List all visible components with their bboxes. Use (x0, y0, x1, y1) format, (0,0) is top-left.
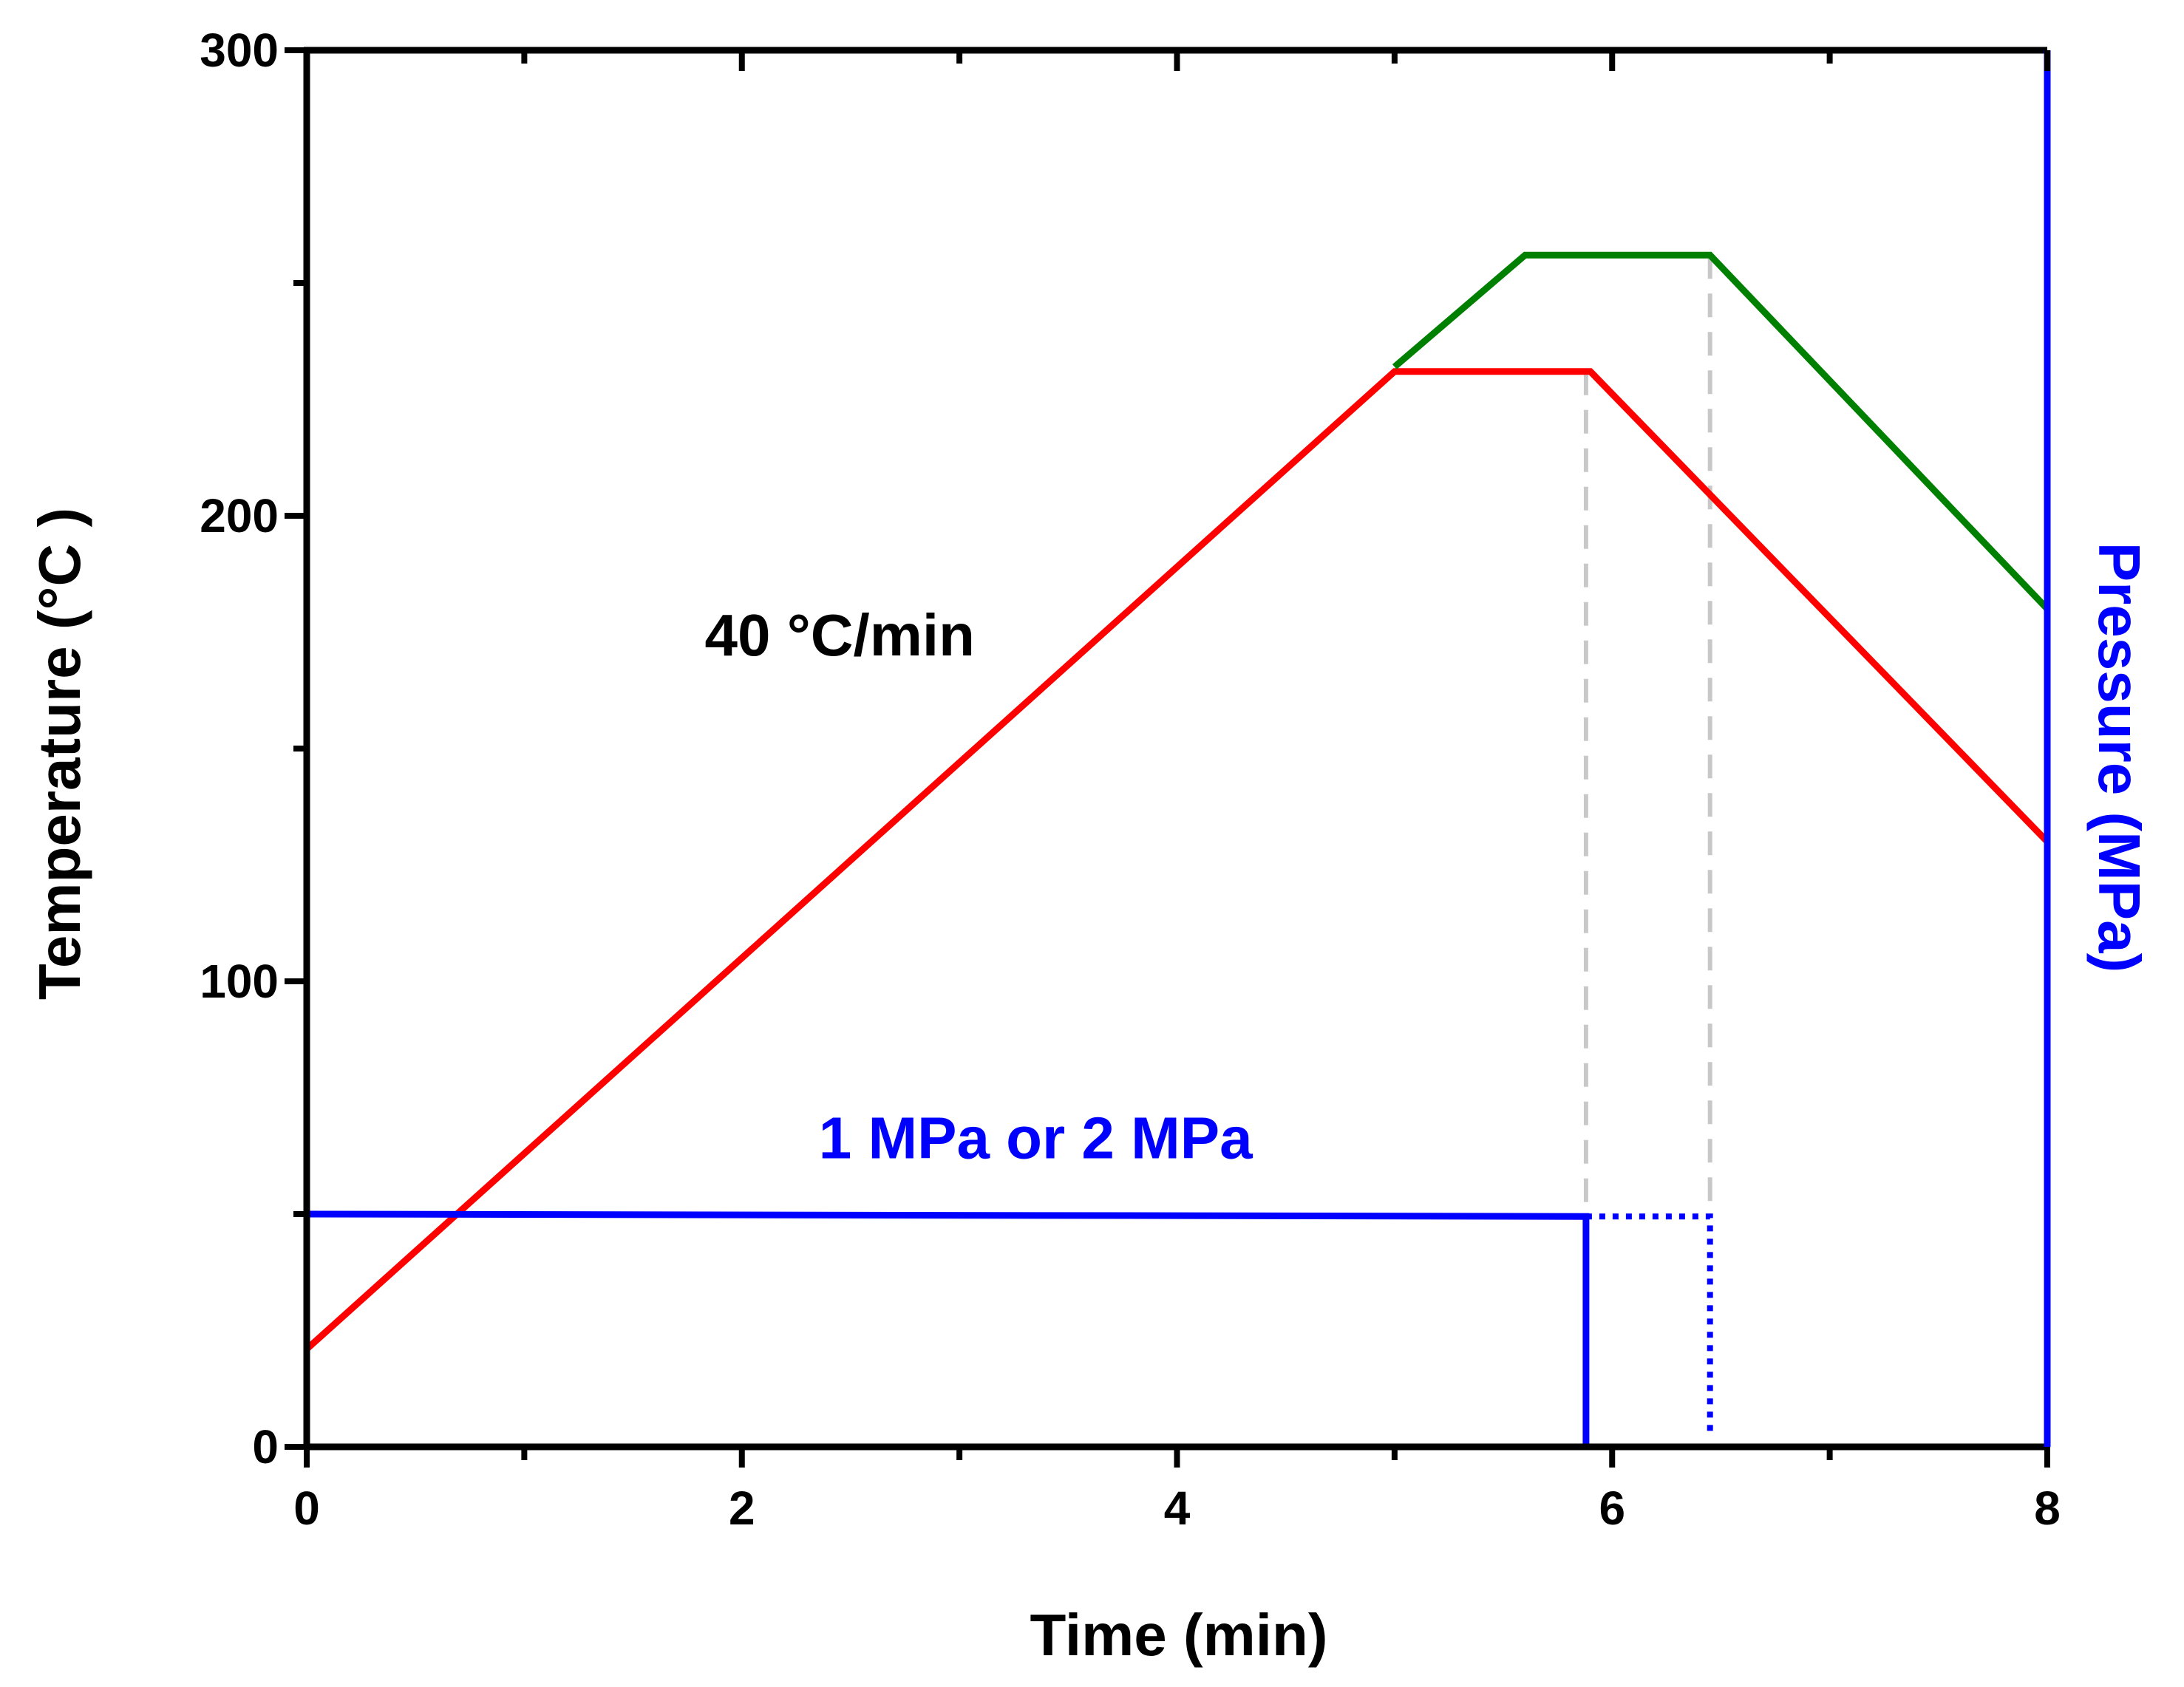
series-temperature-profile-green (1392, 251, 2050, 612)
y-axis-title: Temperature (°C ) (27, 508, 92, 1000)
ticks (285, 47, 2050, 1468)
y-tick-label: 200 (200, 489, 279, 542)
series-pressure-dotted (1585, 1213, 1713, 1434)
series-layer (304, 251, 2050, 1447)
axes (303, 47, 2051, 1451)
y-tick-label: 100 (200, 955, 279, 1008)
heating-rate-annotation: 40 °C/min (705, 602, 975, 668)
guide-lines (1583, 255, 1712, 1214)
series-pressure-solid (306, 1210, 1590, 1447)
x-tick-label: 4 (1164, 1482, 1191, 1535)
tick-labels: 0 2 4 6 8 0 100 200 300 (200, 24, 2061, 1535)
x-tick-label: 6 (1599, 1482, 1625, 1535)
x-tick-label: 8 (2034, 1482, 2061, 1535)
y-tick-label: 0 (252, 1420, 279, 1473)
pressure-annotation: 1 MPa or 2 MPa (819, 1105, 1253, 1170)
x-tick-label: 2 (729, 1482, 755, 1535)
x-axis-title: Time (min) (1030, 1602, 1327, 1668)
y-tick-label: 300 (200, 24, 279, 77)
pressure-axis-title: Pressure (MPa) (2086, 542, 2152, 972)
x-tick-label: 0 (293, 1482, 320, 1535)
series-temperature-profile-red (304, 368, 2050, 1352)
